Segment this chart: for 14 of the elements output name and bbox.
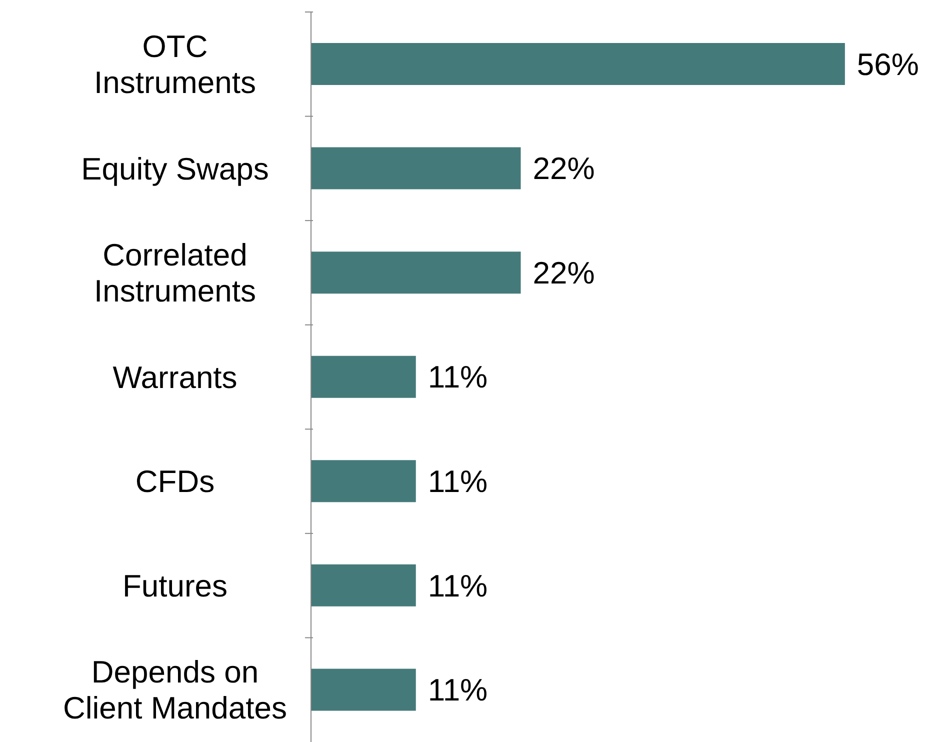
y-tick-label: Correlated Instruments xyxy=(94,238,256,309)
y-tick-label: Futures xyxy=(122,568,228,604)
y-tick-label: Warrants xyxy=(112,360,238,395)
data-label: 11% xyxy=(428,672,488,708)
y-tick-label: Equity Swaps xyxy=(81,151,269,186)
data-label: 22% xyxy=(532,255,595,290)
y-tick-label: OTC Instruments xyxy=(94,28,256,100)
y-tick-label: Depends on Client Mandates xyxy=(62,654,288,726)
data-label: 11% xyxy=(428,360,488,395)
y-tick-label: CFDs xyxy=(135,464,215,500)
data-label: 22% xyxy=(532,151,595,186)
data-label: 11% xyxy=(428,464,488,499)
data-label: 11% xyxy=(428,568,488,604)
data-label: 56% xyxy=(856,46,919,82)
